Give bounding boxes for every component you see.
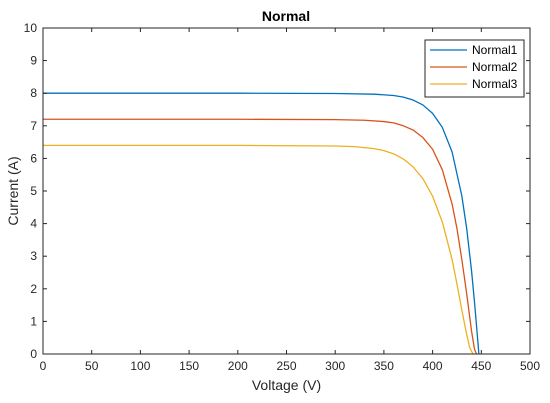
chart-title: Normal bbox=[262, 8, 310, 24]
y-tick-label: 4 bbox=[30, 217, 37, 231]
x-axis-label: Voltage (V) bbox=[252, 377, 321, 393]
x-tick-label: 200 bbox=[228, 359, 248, 373]
x-tick-label: 350 bbox=[374, 359, 394, 373]
series-line-3 bbox=[43, 144, 474, 355]
legend-label-1: Normal1 bbox=[472, 43, 518, 57]
y-tick-label: 1 bbox=[30, 314, 37, 328]
y-axis-label: Current (A) bbox=[5, 156, 21, 225]
x-tick-label: 400 bbox=[423, 359, 443, 373]
x-tick-label: 0 bbox=[40, 359, 47, 373]
y-tick-label: 7 bbox=[30, 119, 37, 133]
y-tick-label: 3 bbox=[30, 249, 37, 263]
y-tick-label: 2 bbox=[30, 282, 37, 296]
legend-label-2: Normal2 bbox=[472, 60, 518, 74]
series-line-2 bbox=[43, 118, 478, 355]
y-tick-label: 5 bbox=[30, 184, 37, 198]
x-tick-label: 450 bbox=[471, 359, 491, 373]
x-tick-label: 300 bbox=[325, 359, 345, 373]
legend: Normal1 Normal2 Normal3 bbox=[424, 39, 525, 98]
legend-label-3: Normal3 bbox=[472, 77, 518, 91]
y-tick-label: 9 bbox=[30, 54, 37, 68]
x-tick-label: 500 bbox=[520, 359, 540, 373]
y-tick-label: 0 bbox=[30, 347, 37, 361]
x-tick-label: 100 bbox=[130, 359, 150, 373]
y-tick-label: 6 bbox=[30, 151, 37, 165]
y-tick-label: 10 bbox=[24, 21, 38, 35]
series-line-1 bbox=[43, 92, 480, 355]
x-tick-label: 50 bbox=[85, 359, 99, 373]
x-tick-label: 150 bbox=[179, 359, 199, 373]
x-tick-label: 250 bbox=[276, 359, 296, 373]
y-tick-label: 8 bbox=[30, 86, 37, 100]
